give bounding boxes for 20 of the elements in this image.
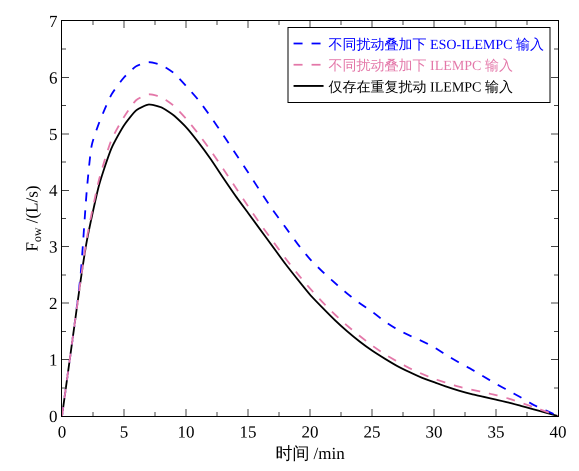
x-tick-label: 5 [120, 422, 128, 442]
x-tick-label: 20 [302, 422, 318, 442]
x-tick-label: 30 [426, 422, 442, 442]
y-tick-label: 4 [48, 181, 58, 200]
y-tick-label: 5 [48, 124, 58, 144]
y-tick-label: 1 [48, 350, 58, 370]
legend-label: 仅存在重复扰动 ILEMPC 输入 [328, 79, 513, 96]
y-tick-label: 0 [48, 406, 58, 426]
y-tick-label: 3 [48, 238, 58, 257]
y-tick-label: 7 [48, 12, 58, 31]
y-tick-label: 2 [48, 294, 58, 314]
x-axis-title: 时间 /min [275, 444, 346, 463]
x-tick-label: 25 [364, 422, 380, 442]
x-tick-label: 15 [240, 422, 256, 442]
x-tick-label: 40 [550, 422, 566, 442]
legend-label: 不同扰动叠加下 ILEMPC 输入 [328, 58, 513, 74]
x-tick-label: 35 [488, 422, 504, 442]
legend-label: 不同扰动叠加下 ESO-ILEMPC 输入 [328, 36, 544, 53]
y-tick-label: 6 [48, 68, 58, 88]
x-tick-label: 10 [178, 422, 194, 442]
